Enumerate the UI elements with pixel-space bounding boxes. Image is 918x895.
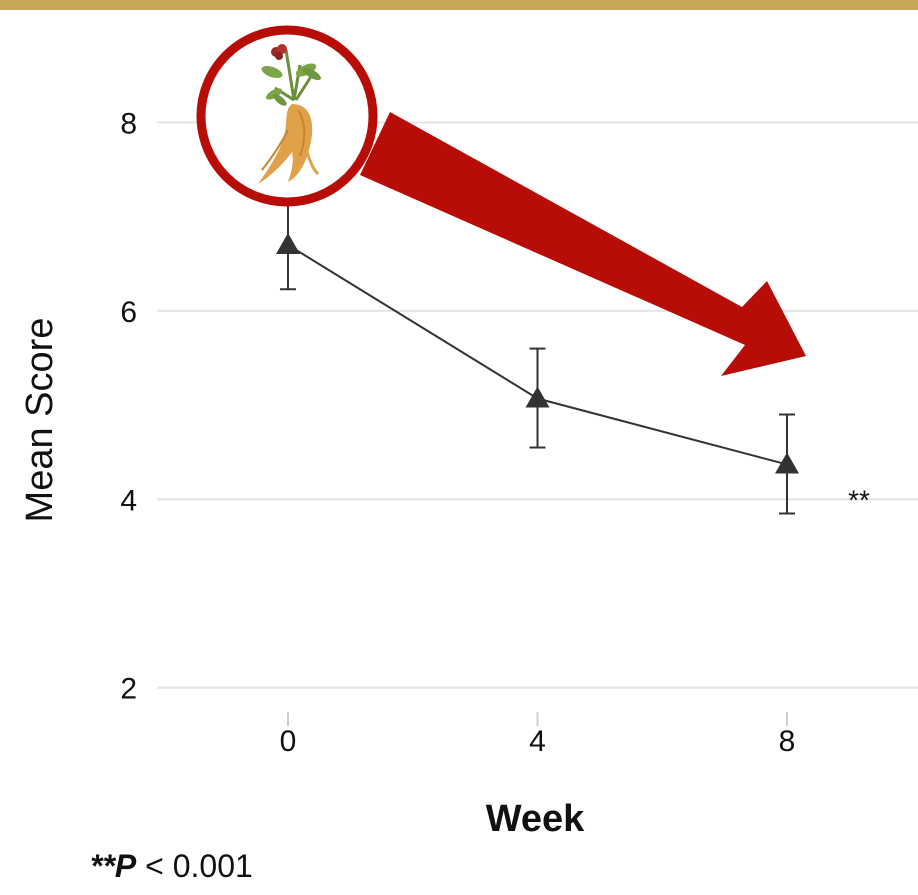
series [275,201,800,515]
grid-lines [157,121,918,689]
ginseng-root-icon [196,25,378,207]
significance-footnote: **P < 0.001 [90,848,253,885]
x-tick-labels: 0 4 8 [280,725,796,758]
significance-marker: ** [848,484,870,515]
y-axis-title: Mean Score [19,318,61,523]
downward-arrow-icon [360,112,806,376]
x-axis-title: Week [486,798,585,840]
footnote-p: P [114,848,137,884]
x-tick-label: 4 [529,725,546,758]
x-tick-label: 0 [280,725,297,758]
y-tick-labels: 2 4 6 8 [120,107,137,705]
data-point [275,232,300,254]
y-tick-label: 4 [120,484,137,517]
top-accent-bar [0,0,918,10]
footnote-stars: ** [90,848,115,884]
y-tick-label: 8 [120,107,137,140]
y-tick-label: 2 [120,673,137,706]
y-tick-label: 6 [120,296,137,329]
annotations: ** [848,484,870,515]
data-point [525,386,550,408]
x-tick-label: 8 [779,725,796,758]
data-point [775,452,800,474]
x-tick-marks [286,712,789,726]
footnote-threshold: < 0.001 [136,848,253,884]
